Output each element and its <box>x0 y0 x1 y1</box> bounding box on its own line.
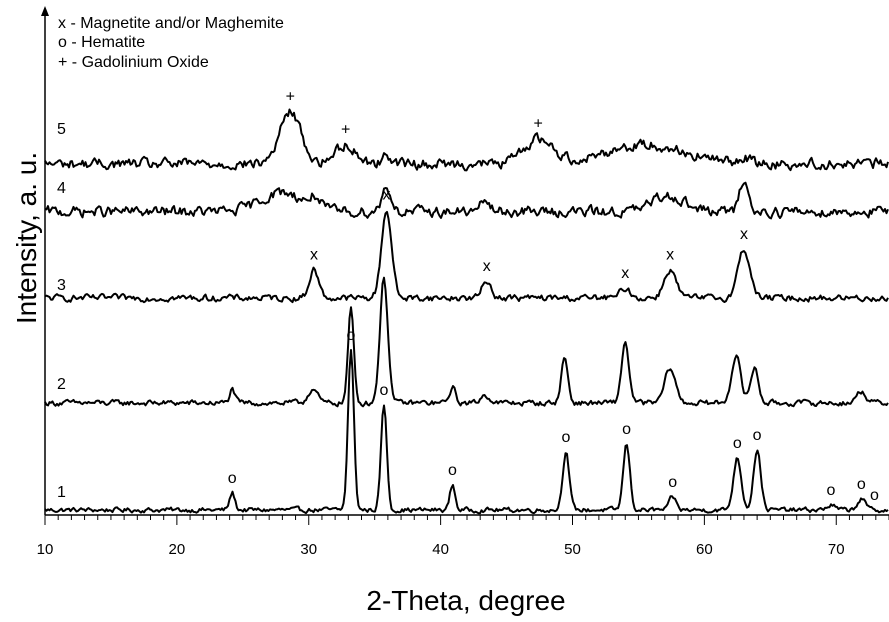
curve-labels: 1 2 3 4 5 <box>57 121 66 501</box>
series-line-3 <box>44 210 889 304</box>
peak-marker: x <box>383 187 391 204</box>
x-tick-label: 60 <box>696 541 713 558</box>
peak-marker: + <box>341 122 350 139</box>
legend: x - Magnetite and/or Maghemite o - Hemat… <box>58 15 284 71</box>
peak-marker: o <box>733 435 742 452</box>
peak-marker: o <box>870 487 879 504</box>
x-tick-label: 20 <box>169 541 186 558</box>
series-line-1 <box>44 349 889 515</box>
y-axis-title: Intensity, a. u. <box>11 152 42 324</box>
x-axis-title: 2-Theta, degree <box>366 585 565 616</box>
peak-marker: x <box>483 258 491 275</box>
x-tick-label: 30 <box>300 541 317 558</box>
series-label-3: 3 <box>57 277 66 294</box>
peak-marker: o <box>379 382 388 399</box>
peak-marker: o <box>561 429 570 446</box>
x-tick-label: 70 <box>828 541 845 558</box>
series-line-5 <box>44 108 889 172</box>
peak-marker: + <box>534 116 543 133</box>
x-tick-label: 10 <box>37 541 54 558</box>
legend-entry-magnetite: x - Magnetite and/or Maghemite <box>58 15 284 32</box>
peak-marker: o <box>448 462 457 479</box>
traces <box>44 108 889 515</box>
series-label-2: 2 <box>57 376 66 393</box>
peak-marker: + <box>286 89 295 106</box>
series-label-5: 5 <box>57 121 66 138</box>
series-label-4: 4 <box>57 180 66 197</box>
x-tick-label: 50 <box>564 541 581 558</box>
legend-entry-hematite: o - Hematite <box>58 34 145 51</box>
series-line-4 <box>44 181 889 220</box>
peak-marker: o <box>753 427 762 444</box>
peak-marker: o <box>857 476 866 493</box>
peak-marker: x <box>666 246 674 263</box>
y-axis-arrow <box>41 6 49 16</box>
peak-marker: x <box>740 226 748 243</box>
series-label-1: 1 <box>57 484 66 501</box>
peak-marker: o <box>827 482 836 499</box>
peak-marker: x <box>310 246 318 263</box>
series-line-2 <box>44 276 889 408</box>
peak-marker: o <box>228 470 237 487</box>
peak-marker: o <box>346 327 355 344</box>
peak-marker: x <box>621 265 629 282</box>
peak-marker: o <box>622 421 631 438</box>
axes: 10 20 30 40 50 60 70 <box>37 6 889 558</box>
peak-marker: o <box>668 474 677 491</box>
x-tick-label: 40 <box>432 541 449 558</box>
legend-entry-gadolinium-oxide: + - Gadolinium Oxide <box>58 54 209 71</box>
